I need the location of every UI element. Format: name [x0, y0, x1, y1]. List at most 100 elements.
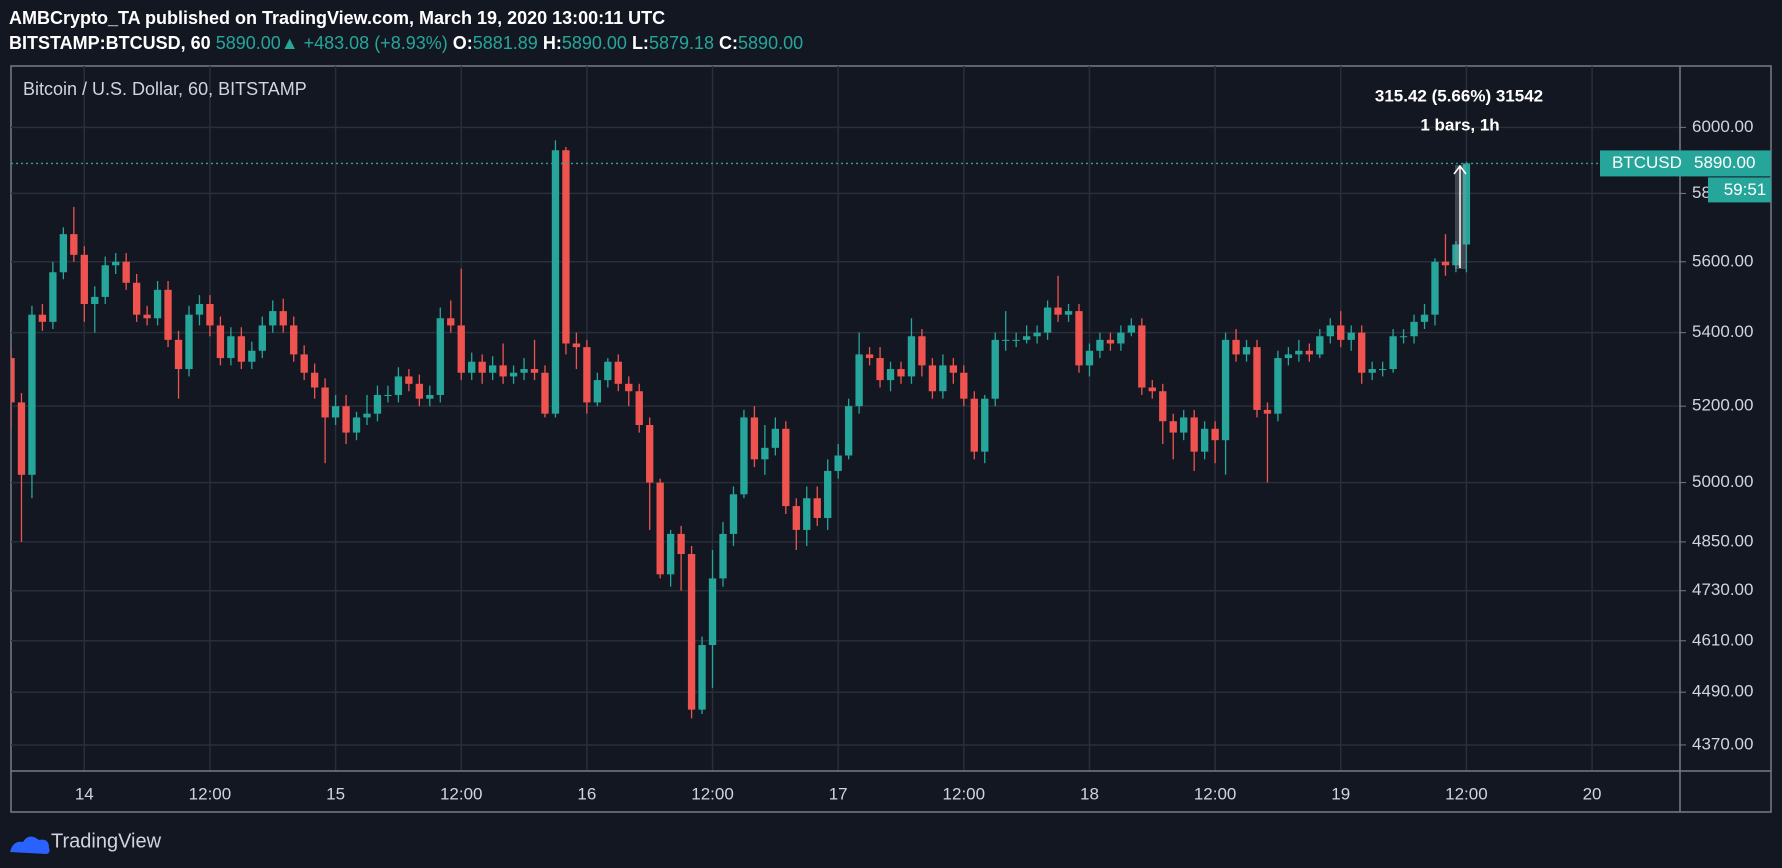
candle-body: [530, 369, 539, 373]
candle-body: [729, 494, 738, 534]
y-tick-label: 4490.00: [1692, 682, 1753, 701]
candle-body: [1200, 428, 1209, 452]
candle-body: [216, 325, 225, 359]
o-label: O:: [452, 33, 473, 53]
x-tick-label: 12:00: [691, 784, 734, 803]
candle-body: [185, 314, 193, 370]
candle-body: [1284, 354, 1293, 359]
candle-body: [960, 372, 968, 399]
publisher-line: AMBCrypto_TA published on TradingView.co…: [9, 6, 803, 31]
candle-body: [782, 428, 790, 507]
candle-body: [583, 347, 591, 403]
candle-body: [363, 413, 371, 418]
candle-body: [708, 578, 717, 646]
candle-body: [834, 455, 842, 471]
candle-body: [1138, 325, 1146, 388]
candle-body: [865, 354, 874, 359]
candle-body: [373, 394, 382, 414]
candle-body: [290, 325, 298, 355]
candle-body: [206, 303, 214, 326]
x-tick-label: 12:00: [943, 784, 986, 803]
candle-body: [1316, 336, 1324, 355]
candle-body: [677, 533, 685, 555]
candle-body: [122, 261, 130, 283]
symbol-tag-text: BTCUSD: [1612, 153, 1682, 172]
candle-body: [1190, 417, 1198, 452]
candle-body: [625, 383, 633, 392]
candle-body: [499, 365, 507, 377]
candle-body: [1305, 350, 1314, 355]
price-labels: BTCUSD 5890.00 59:51: [1600, 150, 1771, 203]
candle-body: [1347, 332, 1355, 340]
logo: TradingView: [10, 830, 162, 854]
candle-body: [174, 339, 183, 370]
candle-body: [1274, 358, 1282, 414]
candle-body: [1295, 350, 1303, 355]
y-tick-label: 5400.00: [1692, 322, 1753, 341]
c-label: C:: [719, 33, 739, 53]
candle-body: [656, 482, 664, 575]
candle-body: [394, 376, 403, 395]
candle-body: [1441, 261, 1450, 266]
o-value: 5881.89: [472, 33, 538, 53]
candle-body: [771, 428, 780, 448]
x-tick-label: 18: [1080, 784, 1099, 803]
candle-body: [1420, 314, 1429, 322]
symbol: BITSTAMP:BTCUSD, 60: [9, 33, 211, 53]
candle-body: [918, 336, 926, 366]
candle-body: [237, 336, 246, 362]
candle-body: [719, 533, 727, 579]
candle-body: [248, 350, 256, 362]
candle-body: [593, 380, 602, 403]
candle-body: [970, 398, 978, 452]
candle-body: [352, 417, 361, 433]
candle-body: [604, 361, 612, 381]
candle-body: [1012, 339, 1020, 341]
publisher: AMBCrypto_TA published on TradingView.co…: [9, 8, 666, 28]
candle-body: [1337, 325, 1345, 340]
candle-body: [541, 372, 549, 414]
candle-body: [468, 361, 476, 373]
logo-text: TradingView: [51, 830, 162, 852]
x-tick-label: 12:00: [189, 784, 232, 803]
candle-body: [143, 314, 151, 319]
candle-body: [91, 296, 99, 304]
candle-body: [981, 398, 989, 452]
candle-body: [855, 354, 863, 407]
candle-body: [1033, 332, 1041, 337]
x-tick-label: 12:00: [1194, 784, 1237, 803]
candle-body: [1117, 332, 1125, 344]
candle-body: [342, 406, 350, 433]
candle-body: [11, 358, 15, 403]
candle-body: [1127, 325, 1136, 333]
candle-body: [1064, 311, 1073, 315]
axes: 6000.005800.005600.005400.005200.005000.…: [75, 117, 1754, 804]
candle-body: [426, 394, 434, 399]
y-tick-label: 4610.00: [1692, 630, 1753, 649]
candle-body: [132, 282, 141, 315]
candle-body: [1221, 339, 1230, 441]
candle-body: [1253, 347, 1261, 410]
candle-body: [886, 369, 895, 381]
candle-body: [17, 402, 26, 475]
chart-title: Bitcoin / U.S. Dollar, 60, BITSTAMP: [23, 79, 307, 99]
candle-body: [824, 470, 832, 518]
change: +483.08 (+8.93%): [303, 33, 448, 53]
candle-body: [1054, 307, 1062, 315]
candle-body: [509, 372, 518, 377]
y-tick-label: 4850.00: [1692, 531, 1753, 550]
candle-body: [813, 498, 821, 518]
candle-body: [1159, 391, 1167, 422]
candle-body: [614, 361, 622, 384]
candle-body: [436, 318, 444, 395]
l-value: 5879.18: [648, 33, 715, 53]
candle-body: [803, 498, 811, 530]
header: AMBCrypto_TA published on TradingView.co…: [9, 6, 803, 56]
up-arrow: ▲: [280, 33, 299, 53]
candle-body: [279, 311, 287, 326]
candle-body: [666, 533, 675, 575]
candle-body: [1169, 421, 1177, 433]
candle-body: [405, 376, 413, 384]
